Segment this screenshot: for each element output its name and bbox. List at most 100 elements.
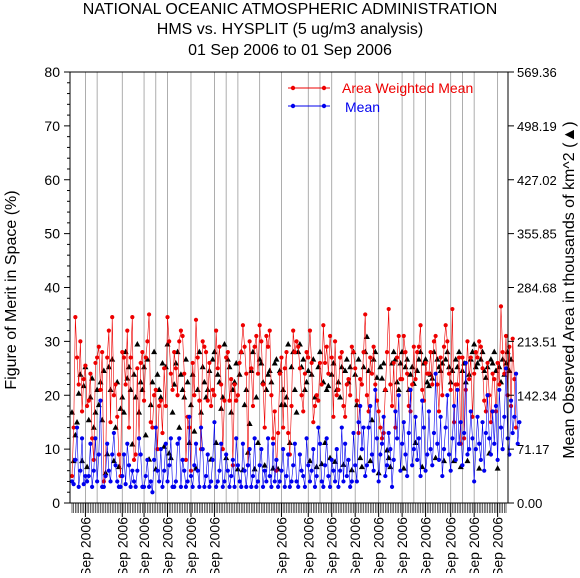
mean-point [235,463,240,468]
area-weighted-mean-point [100,350,105,355]
observed-area-point [370,356,377,362]
observed-area-point [464,457,471,464]
observed-area-point [137,378,144,385]
mean-point [478,457,483,462]
mean-point [502,414,507,419]
area-weighted-mean-point [173,366,178,371]
area-weighted-mean-point [167,339,172,344]
mean-point [440,473,445,479]
area-weighted-mean-point [443,323,448,328]
observed-area-point [476,465,483,471]
area-weighted-mean-point [334,393,339,398]
area-weighted-mean-point [138,360,143,366]
area-weighted-mean-point [98,387,103,392]
area-weighted-mean-point [405,371,410,376]
observed-area-point [74,419,81,425]
area-weighted-mean-point [431,339,437,344]
mean-point [339,425,344,430]
area-weighted-mean-point [379,436,385,441]
area-weighted-mean-point [327,333,333,339]
mean-point [190,484,195,489]
area-weighted-mean-point [450,306,455,312]
area-weighted-mean-point [125,328,130,333]
mean-point [121,452,127,457]
mean-point [488,452,494,457]
mean-point [327,484,333,489]
observed-area-point [107,386,114,392]
area-weighted-mean-point [400,376,405,382]
area-weighted-mean-point [262,425,267,430]
observed-area-point [407,371,414,377]
area-weighted-mean-point [406,403,411,409]
mean-point [393,409,398,414]
mean-point [146,484,152,489]
area-weighted-mean-point [110,315,115,320]
area-weighted-mean-point [438,355,443,360]
y-left-tick-label: 40 [44,280,60,296]
mean-point [443,425,448,430]
area-weighted-mean-point [163,403,168,409]
mean-point [431,430,437,436]
observed-area-point [390,348,397,355]
area-weighted-mean-point [329,355,334,360]
area-weighted-mean-point [126,425,132,430]
mean-point [279,468,284,473]
observed-area-point [233,359,240,366]
mean-point [423,468,428,473]
mean-point [254,484,259,489]
area-weighted-mean-point [265,344,271,349]
area-weighted-mean-point [234,398,239,403]
observed-area-point [249,348,256,355]
mean-point [163,441,168,446]
observed-area-point [201,378,208,385]
mean-point [227,484,232,489]
mean-point [389,484,395,489]
area-weighted-mean-point [130,315,135,320]
area-weighted-mean-point [369,371,375,376]
mean-point [200,447,205,452]
mean-point [306,463,311,468]
area-weighted-mean-point [81,376,86,382]
area-weighted-mean-point [95,355,100,360]
area-weighted-mean-point [152,393,157,398]
mean-point [467,447,472,452]
area-weighted-mean-point [195,355,200,360]
mean-point [86,473,91,479]
observed-area-point [258,359,265,366]
mean-point [294,479,299,484]
y-left-tick-label: 60 [44,172,60,188]
observed-area-point [337,394,344,400]
year-boundary-lines [85,72,499,503]
area-weighted-mean-point [317,360,323,366]
mean-point [433,371,438,376]
x-tick-label: Sep 2006 [490,517,506,573]
mean-point [406,430,411,436]
mean-point [374,436,380,441]
area-weighted-mean-point [210,387,215,392]
mean-point [281,447,286,452]
area-weighted-mean-point [170,387,175,392]
mean-point [111,430,116,436]
mean-point [338,468,343,473]
observed-area-point [199,363,206,370]
area-weighted-mean-point [299,393,304,398]
x-tick-label: Sep 2006 [273,517,289,573]
mean-point [239,484,244,489]
legend-awm-label: Area Weighted Mean [342,80,473,96]
area-weighted-mean-point [197,398,202,403]
observed-area-point [236,371,243,377]
observed-area-point [164,341,171,347]
observed-area-point [268,378,275,385]
mean-point [145,457,150,462]
y-left-tick-label: 0 [52,495,60,511]
area-weighted-mean-point [339,350,344,355]
mean-point [188,473,194,479]
mean-point [131,479,137,484]
mean-point [175,441,180,446]
area-weighted-mean-point [150,425,155,430]
mean-point [292,441,297,446]
area-weighted-mean-point [498,304,504,309]
observed-area-point [355,356,362,362]
observed-area-point [303,378,310,385]
